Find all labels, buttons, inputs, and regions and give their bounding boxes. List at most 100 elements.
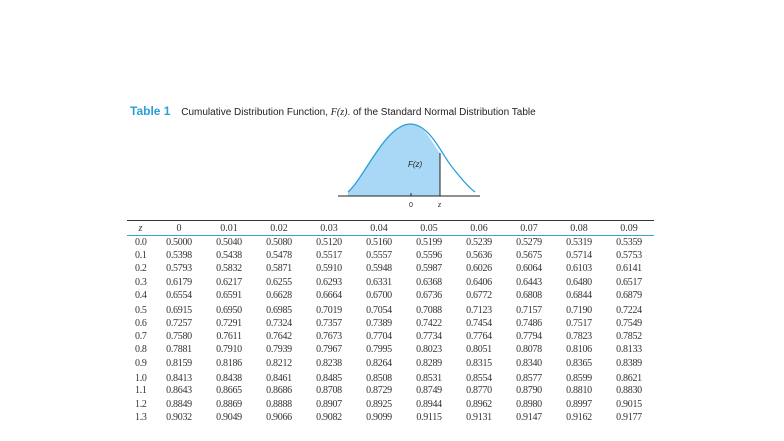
table-cell: 0.6664 — [316, 290, 342, 302]
table-cell: 0.8790 — [516, 385, 542, 397]
table-cell: 0.8078 — [516, 344, 542, 356]
table-cell: 0.7019 — [316, 305, 342, 317]
table-row: 1.3 0.9032 0.9049 0.9066 0.9082 0.9099 0.9115 0… — [127, 411, 654, 424]
table-cell: 0.5871 — [266, 263, 292, 275]
table-row: 0.1 0.5398 0.5438 0.5478 0.5517 0.5557 0.5596 0… — [127, 249, 654, 262]
area-label: F(z) — [408, 160, 423, 169]
header-z: z — [127, 220, 154, 236]
axis-z-label: z — [437, 200, 442, 209]
table-cell: 0.7324 — [266, 317, 292, 329]
table-cell: 0.6368 — [416, 276, 442, 288]
table-cell: 0.5714 — [566, 250, 592, 262]
table-cell: 0.8554 — [466, 373, 492, 385]
header-cell: 0.05 — [404, 220, 454, 236]
table-cell: 0.5636 — [466, 250, 492, 262]
table-cell: 0.8023 — [416, 344, 442, 356]
table-cell: 0.8888 — [266, 398, 292, 410]
table-cell: 0.5160 — [366, 236, 392, 248]
table-cell: 0.7486 — [516, 317, 542, 329]
table-cell: 0.6443 — [516, 276, 542, 288]
table-cell: 0.8869 — [216, 398, 242, 410]
table-cell: 0.7549 — [616, 317, 642, 329]
table-cell: 0.8051 — [466, 344, 492, 356]
header-cell: 0.03 — [304, 220, 354, 236]
row-z-value: 0.7 — [135, 331, 147, 343]
table-cell: 0.5793 — [166, 263, 192, 275]
table-cell: 0.6179 — [166, 276, 192, 288]
table-cell: 0.7881 — [166, 344, 192, 356]
table-cell: 0.6554 — [166, 290, 192, 302]
table-row: 0.4 0.6554 0.6591 0.6628 0.6664 0.6700 0.6736 0… — [127, 289, 654, 302]
table-cell: 0.9115 — [416, 411, 442, 423]
header-cell: 0.08 — [554, 220, 604, 236]
table-cell: 0.5675 — [516, 250, 542, 262]
table-cell: 0.7389 — [366, 317, 392, 329]
row-z-value: 0.4 — [135, 290, 147, 302]
table-cell: 0.5948 — [366, 263, 392, 275]
table-cell: 0.6141 — [616, 263, 642, 275]
normal-distribution-figure: F(z) 0 z — [330, 115, 480, 215]
table-cell: 0.6480 — [566, 276, 592, 288]
table-cell: 0.8997 — [566, 398, 592, 410]
row-z-value: 1.2 — [135, 398, 147, 410]
table-cell: 0.8925 — [366, 398, 392, 410]
table-cell: 0.8508 — [366, 373, 392, 385]
table-cell: 0.5199 — [416, 236, 442, 248]
header-cell: 0.02 — [254, 220, 304, 236]
table-cell: 0.9082 — [316, 411, 342, 423]
bell-curve-icon: F(z) 0 z — [338, 123, 480, 209]
table-cell: 0.6517 — [616, 276, 642, 288]
table-cell: 0.5753 — [616, 250, 642, 262]
table-cell: 0.9099 — [366, 411, 392, 423]
table-cell: 0.8289 — [416, 357, 442, 369]
table-cell: 0.8264 — [366, 357, 392, 369]
table-cell: 0.6103 — [566, 263, 592, 275]
table-cell: 0.8621 — [616, 373, 642, 385]
title-function: F(z) — [330, 107, 348, 118]
table-cell: 0.5557 — [366, 250, 392, 262]
table-cell: 0.8907 — [316, 398, 342, 410]
table-cell: 0.6844 — [566, 290, 592, 302]
row-z-value: 0.5 — [135, 305, 147, 317]
table-cell: 0.8106 — [566, 344, 592, 356]
table-body: 0.0 0.5000 0.5040 0.5080 0.5120 0.5160 0.5199 0… — [127, 236, 654, 425]
row-z-value: 0.8 — [135, 344, 147, 356]
table-cell: 0.8980 — [516, 398, 542, 410]
table-number: Table 1 — [130, 104, 171, 118]
table-cell: 0.6026 — [466, 263, 492, 275]
table-cell: 0.6064 — [516, 263, 542, 275]
table-cell: 0.6772 — [466, 290, 492, 302]
table-cell: 0.8665 — [216, 385, 242, 397]
table-cell: 0.8729 — [366, 385, 392, 397]
table-cell: 0.5040 — [216, 236, 242, 248]
table-cell: 0.5517 — [316, 250, 342, 262]
table-cell: 0.8389 — [616, 357, 642, 369]
table-cell: 0.7995 — [366, 344, 392, 356]
table-row: 0.7 0.7580 0.7611 0.7642 0.7673 0.7704 0.7734 0… — [127, 330, 654, 343]
table-cell: 0.8531 — [416, 373, 442, 385]
table-cell: 0.6879 — [616, 290, 642, 302]
table-cell: 0.6808 — [516, 290, 542, 302]
table-cell: 0.5239 — [466, 236, 492, 248]
table-cell: 0.9162 — [566, 411, 592, 423]
table-cell: 0.8749 — [416, 385, 442, 397]
table-cell: 0.6700 — [366, 290, 392, 302]
table-row: 0.9 0.8159 0.8186 0.8212 0.8238 0.8264 0.8289 0… — [127, 357, 654, 370]
table-cell: 0.8810 — [566, 385, 592, 397]
table-row: 0.6 0.7257 0.7291 0.7324 0.7357 0.7389 0.7422 0… — [127, 316, 654, 329]
table-cell: 0.7357 — [316, 317, 342, 329]
table-cell: 0.9177 — [616, 411, 642, 423]
row-z-value: 1.3 — [135, 411, 147, 423]
table-cell: 0.8238 — [316, 357, 342, 369]
row-z-value: 0.1 — [135, 250, 147, 262]
table-cell: 0.5987 — [416, 263, 442, 275]
table-cell: 0.8944 — [416, 398, 442, 410]
table-cell: 0.6628 — [266, 290, 292, 302]
header-cell: 0 — [154, 220, 204, 236]
header-cell: 0.01 — [204, 220, 254, 236]
header-cell: 0.09 — [604, 220, 654, 236]
table-cell: 0.6591 — [216, 290, 242, 302]
table-cell: 0.5438 — [216, 250, 242, 262]
row-z-value: 0.2 — [135, 263, 147, 275]
table-cell: 0.7190 — [566, 305, 592, 317]
